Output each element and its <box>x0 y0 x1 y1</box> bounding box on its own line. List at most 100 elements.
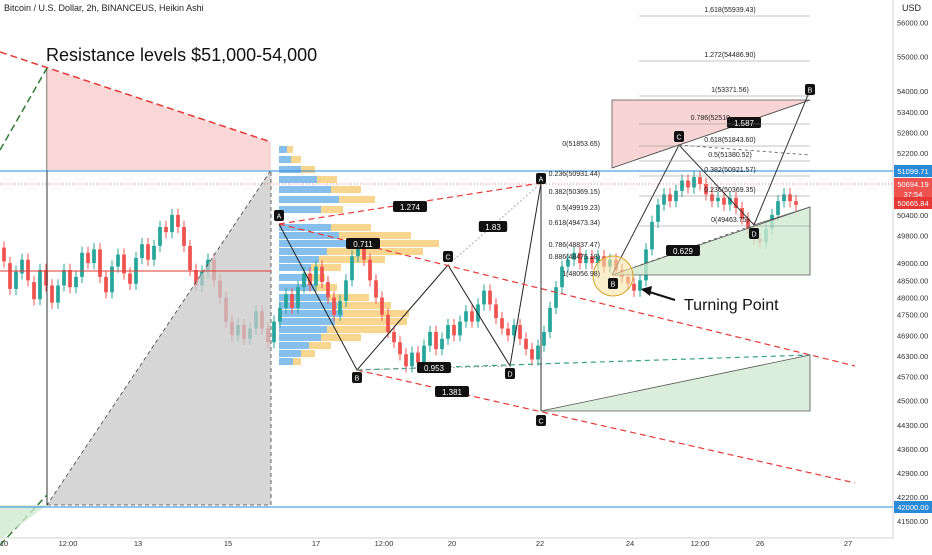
green-trend-line-upper[interactable] <box>0 67 48 151</box>
pattern-ratio-badge[interactable] <box>346 238 380 249</box>
pattern-point-marker[interactable] <box>749 228 759 239</box>
pattern-ratio-badge[interactable] <box>666 245 700 256</box>
price-badge[interactable] <box>894 165 932 177</box>
volume-profile-down-bar <box>317 176 337 183</box>
pattern-point-marker[interactable] <box>536 415 546 426</box>
candle-body <box>380 297 384 315</box>
volume-profile-up-bar <box>279 176 317 183</box>
turning-point-label[interactable]: Turning Point <box>684 297 779 314</box>
resistance-trend-line[interactable] <box>0 51 272 143</box>
resistance-annotation[interactable]: Resistance levels $51,000-54,000 <box>46 45 318 65</box>
candle-body <box>452 325 456 336</box>
price-badge-label: 50694.19 <box>897 180 928 189</box>
candle-body <box>716 197 720 202</box>
pattern-point-marker[interactable] <box>352 372 362 383</box>
volume-profile-down-bar <box>331 186 361 193</box>
candle-body <box>344 280 348 301</box>
candle-body <box>272 321 276 343</box>
pattern-triangle-red[interactable] <box>47 68 271 170</box>
candle-body <box>140 244 144 258</box>
pattern-point-marker[interactable] <box>674 131 684 142</box>
pattern-ratio-badge[interactable] <box>393 201 427 212</box>
price-badge-label: 51099.71 <box>897 167 928 176</box>
right-line-ac <box>611 224 755 276</box>
x-tick-label: 10 <box>0 539 8 548</box>
right-xabcd[interactable] <box>611 89 811 276</box>
price-badge-label: 42000.00 <box>897 503 928 512</box>
y-tick-label: 54000.00 <box>897 87 928 96</box>
volume-profile-up-bar <box>279 318 335 325</box>
volume-profile-up-bar <box>279 342 309 349</box>
right-pattern-green[interactable] <box>611 206 811 276</box>
candle-body <box>80 252 84 277</box>
right-line-upper <box>611 99 811 169</box>
candle-body <box>44 270 48 286</box>
volume-profile-up-bar <box>279 358 293 365</box>
pattern-ratio-label: 1.83 <box>485 223 501 232</box>
volume-profile-down-bar <box>335 318 407 325</box>
candle-body <box>386 314 390 332</box>
pattern-triangle-grey[interactable] <box>46 168 272 506</box>
turning-point-circle[interactable] <box>592 255 634 297</box>
candle-body <box>398 342 402 355</box>
candle-body <box>332 297 336 315</box>
pattern-point-marker[interactable] <box>805 84 815 95</box>
volume-profile-down-bar <box>293 358 301 365</box>
volume-profile-down-bar <box>301 166 315 173</box>
candle-body <box>122 254 126 274</box>
fib-level-label: 0.382(50369.15) <box>549 189 600 196</box>
pattern-ratio-badge[interactable] <box>435 386 469 397</box>
pattern-ratio-badge[interactable] <box>417 362 451 373</box>
fib-level-label: 0.886(48475.18) <box>549 254 600 261</box>
pattern-point-marker[interactable] <box>536 173 546 184</box>
price-badge-label: 50665.84 <box>897 199 928 208</box>
candle-body <box>74 276 78 288</box>
volume-profile-up-bar <box>279 166 301 173</box>
candle-body <box>698 177 702 184</box>
volume-profile-up-bar <box>279 334 321 341</box>
axes-layer: 41500.00 42200.00 42900.00 43600.00 44300.00… <box>0 18 932 548</box>
pattern-point-marker[interactable] <box>505 368 515 379</box>
x-tick-label: 15 <box>224 539 232 548</box>
fib-level-label: 0.236(50931.44) <box>549 171 600 178</box>
pattern-ratio-badge[interactable] <box>727 117 761 128</box>
candles-layer <box>2 170 798 373</box>
volume-profile-down-bar <box>327 248 423 255</box>
candle-body <box>356 245 360 257</box>
pattern-point-label: B <box>808 88 813 95</box>
candle-body <box>482 290 486 305</box>
pattern-point-label: B <box>355 376 360 383</box>
y-tick-label: 42900.00 <box>897 469 928 478</box>
pattern-point-label: C <box>445 255 450 262</box>
volume-profile-up-bar <box>279 302 337 309</box>
pattern-point-label: C <box>676 135 681 142</box>
price-badge[interactable] <box>894 501 932 513</box>
candle-body <box>146 244 150 260</box>
volume-profile-up-bar <box>279 350 301 357</box>
pattern-point-marker[interactable] <box>274 210 284 221</box>
pattern-point-marker[interactable] <box>608 278 618 289</box>
y-tick-label: 49000.00 <box>897 259 928 268</box>
projection-triangle-green[interactable] <box>540 354 811 412</box>
candle-body <box>314 266 318 286</box>
candle-body <box>722 197 726 205</box>
pattern-ratio-badge[interactable] <box>478 221 508 232</box>
price-badge[interactable] <box>894 197 932 209</box>
volume-profile-down-bar <box>331 224 371 231</box>
candle-body <box>440 338 444 350</box>
candle-body <box>98 249 102 277</box>
fib-level-label: 0(49463.75) <box>711 217 749 224</box>
candle-body <box>50 285 54 303</box>
candle-body <box>86 252 90 264</box>
price-badge[interactable] <box>894 178 932 190</box>
right-line-lower <box>753 206 811 226</box>
fib-level-label: 0.618(49473.34) <box>549 220 600 227</box>
y-tick-label: 45700.00 <box>897 373 928 382</box>
pattern-point-marker[interactable] <box>443 251 453 262</box>
pattern-point-label: A <box>277 214 282 221</box>
y-tick-label: 48500.00 <box>897 276 928 285</box>
y-tick-label: 55000.00 <box>897 53 928 62</box>
candle-body <box>692 177 696 188</box>
